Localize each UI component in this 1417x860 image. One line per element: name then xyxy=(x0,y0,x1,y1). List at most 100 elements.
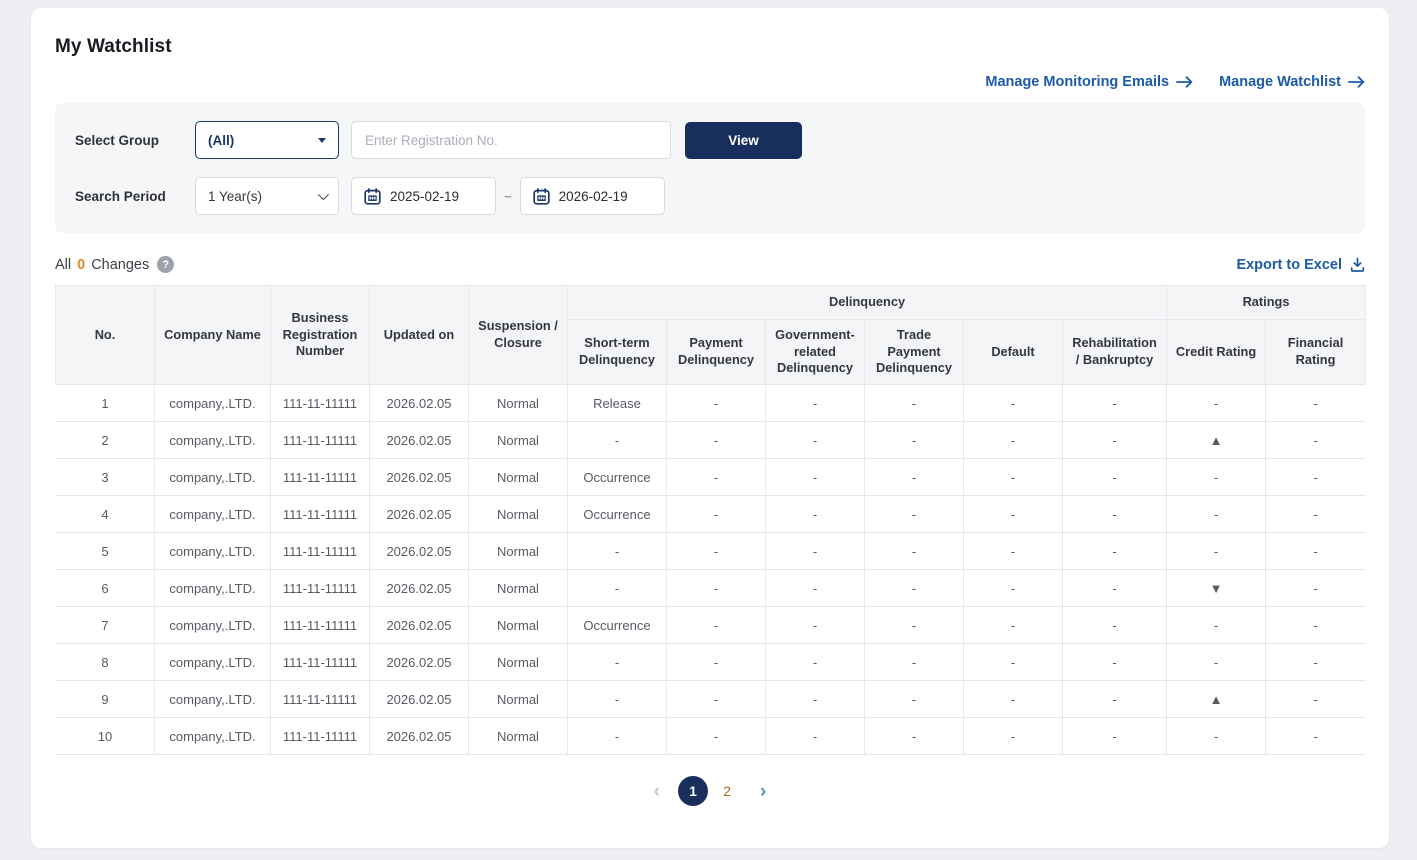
table-cell: - xyxy=(765,421,865,459)
registration-number-input[interactable] xyxy=(351,121,671,159)
table-cell: - xyxy=(864,643,964,681)
table-cell: - xyxy=(963,384,1063,422)
table-cell: - xyxy=(864,680,964,718)
table-row: 7 company,.LTD. 111-11-11111 2026.02.05 Norm… xyxy=(55,606,1366,644)
date-to-input[interactable]: 2026-02-19 xyxy=(519,177,665,215)
company-link[interactable]: company,.LTD. xyxy=(154,643,271,681)
col-header-government-related-delinquency: Government-related Delinquency xyxy=(765,319,865,385)
col-header-updated-on: Updated on xyxy=(369,285,469,385)
manage-watchlist-link[interactable]: Manage Watchlist xyxy=(1219,74,1365,90)
table-cell: 111-11-11111 xyxy=(270,384,370,422)
company-link[interactable]: company,.LTD. xyxy=(154,532,271,570)
table-cell: 2026.02.05 xyxy=(369,680,469,718)
filter-row-group: Select Group (All) View xyxy=(75,121,1345,159)
table-cell: - xyxy=(666,569,766,607)
company-link[interactable]: company,.LTD. xyxy=(154,717,271,755)
table-cell: - xyxy=(963,458,1063,496)
company-link[interactable]: company,.LTD. xyxy=(154,458,271,496)
table-cell: - xyxy=(1265,680,1366,718)
manage-monitoring-emails-link[interactable]: Manage Monitoring Emails xyxy=(985,74,1193,90)
filter-panel: Select Group (All) View Search Period 1 … xyxy=(55,103,1365,233)
table-cell: - xyxy=(864,606,964,644)
select-group-label: Select Group xyxy=(75,132,160,148)
summary-row: All 0 Changes ? Export to Excel xyxy=(55,256,1365,273)
table-cell: 111-11-11111 xyxy=(270,458,370,496)
table-cell: Normal xyxy=(468,569,568,607)
table-cell: - xyxy=(1166,532,1267,570)
table-cell: 111-11-11111 xyxy=(270,717,370,755)
pagination-page-2[interactable]: 2 xyxy=(723,783,731,799)
table-cell: - xyxy=(666,532,766,570)
view-button[interactable]: View xyxy=(685,121,802,159)
table-cell: - xyxy=(1166,384,1267,422)
company-link[interactable]: company,.LTD. xyxy=(154,495,271,533)
pagination-next-icon[interactable]: › xyxy=(760,780,767,802)
table-cell: - xyxy=(1265,717,1366,755)
pagination-prev-icon[interactable]: ‹ xyxy=(653,780,660,802)
calendar-icon xyxy=(364,187,381,205)
table-cell: - xyxy=(666,384,766,422)
changes-summary: All 0 Changes ? xyxy=(55,256,175,273)
period-select-value: 1 Year(s) xyxy=(208,188,263,204)
company-link[interactable]: company,.LTD. xyxy=(154,421,271,459)
table-cell: - xyxy=(1061,495,1168,533)
table-cell: - xyxy=(1166,495,1267,533)
table-cell: - xyxy=(1061,643,1168,681)
pagination-page-1[interactable]: 1 xyxy=(678,776,708,806)
col-header-default: Default xyxy=(963,319,1063,385)
date-range-tilde: ~ xyxy=(504,188,512,204)
col-header-trade-payment-delinquency: Trade Payment Delinquency xyxy=(864,319,964,385)
table-cell: - xyxy=(1265,421,1366,459)
table-cell: - xyxy=(864,421,964,459)
table-cell: - xyxy=(1166,643,1267,681)
table-cell: 2026.02.05 xyxy=(369,384,469,422)
table-cell: - xyxy=(963,717,1063,755)
company-link[interactable]: company,.LTD. xyxy=(154,569,271,607)
table-row: 9 company,.LTD. 111-11-11111 2026.02.05 Norm… xyxy=(55,680,1366,718)
company-link[interactable]: company,.LTD. xyxy=(154,384,271,422)
calendar-icon xyxy=(532,187,550,205)
table-cell: - xyxy=(567,717,667,755)
header-links: Manage Monitoring Emails Manage Watchlis… xyxy=(55,74,1365,90)
col-header-credit-rating: Credit Rating xyxy=(1166,319,1267,385)
table-row: 6 company,.LTD. 111-11-11111 2026.02.05 Norm… xyxy=(55,569,1366,607)
table-cell: - xyxy=(1166,717,1267,755)
period-select[interactable]: 1 Year(s) xyxy=(195,177,339,215)
table-cell: 2026.02.05 xyxy=(369,532,469,570)
search-period-label: Search Period xyxy=(75,188,166,204)
table-cell: - xyxy=(963,569,1063,607)
watchlist-table: No. Company Name Business Registration N… xyxy=(55,285,1367,755)
table-cell: 8 xyxy=(55,643,155,681)
table-cell: - xyxy=(864,384,964,422)
table-cell: - xyxy=(666,680,766,718)
filter-row-period: Search Period 1 Year(s) 2025-02-19 ~ 202… xyxy=(75,177,1345,215)
help-icon[interactable]: ? xyxy=(157,256,175,273)
table-cell: 2 xyxy=(55,421,155,459)
date-from-input[interactable]: 2025-02-19 xyxy=(351,177,496,215)
table-row: 2 company,.LTD. 111-11-11111 2026.02.05 Norm… xyxy=(55,421,1366,459)
table-cell: Normal xyxy=(468,532,568,570)
col-header-short-term-delinquency: Short-term Delinquency xyxy=(567,319,667,385)
company-link[interactable]: company,.LTD. xyxy=(154,606,271,644)
table-cell: 2026.02.05 xyxy=(369,569,469,607)
table-cell: - xyxy=(765,680,865,718)
table-cell: 6 xyxy=(55,569,155,607)
export-to-excel-link[interactable]: Export to Excel xyxy=(1236,257,1365,273)
table-cell: 2026.02.05 xyxy=(369,643,469,681)
table-cell: 111-11-11111 xyxy=(270,532,370,570)
caret-down-icon xyxy=(318,137,326,143)
table-cell: - xyxy=(765,643,865,681)
watchlist-card: My Watchlist Manage Monitoring Emails Ma… xyxy=(31,8,1389,848)
company-link[interactable]: company,.LTD. xyxy=(154,680,271,718)
table-cell: 2026.02.05 xyxy=(369,717,469,755)
table-cell: Normal xyxy=(468,680,568,718)
group-select[interactable]: (All) xyxy=(195,121,339,159)
table-cell: - xyxy=(963,643,1063,681)
all-label: All xyxy=(55,256,72,273)
table-cell: 5 xyxy=(55,532,155,570)
table-cell: - xyxy=(963,495,1063,533)
table-cell: Normal xyxy=(468,384,568,422)
table-cell: 7 xyxy=(55,606,155,644)
table-cell: - xyxy=(864,532,964,570)
